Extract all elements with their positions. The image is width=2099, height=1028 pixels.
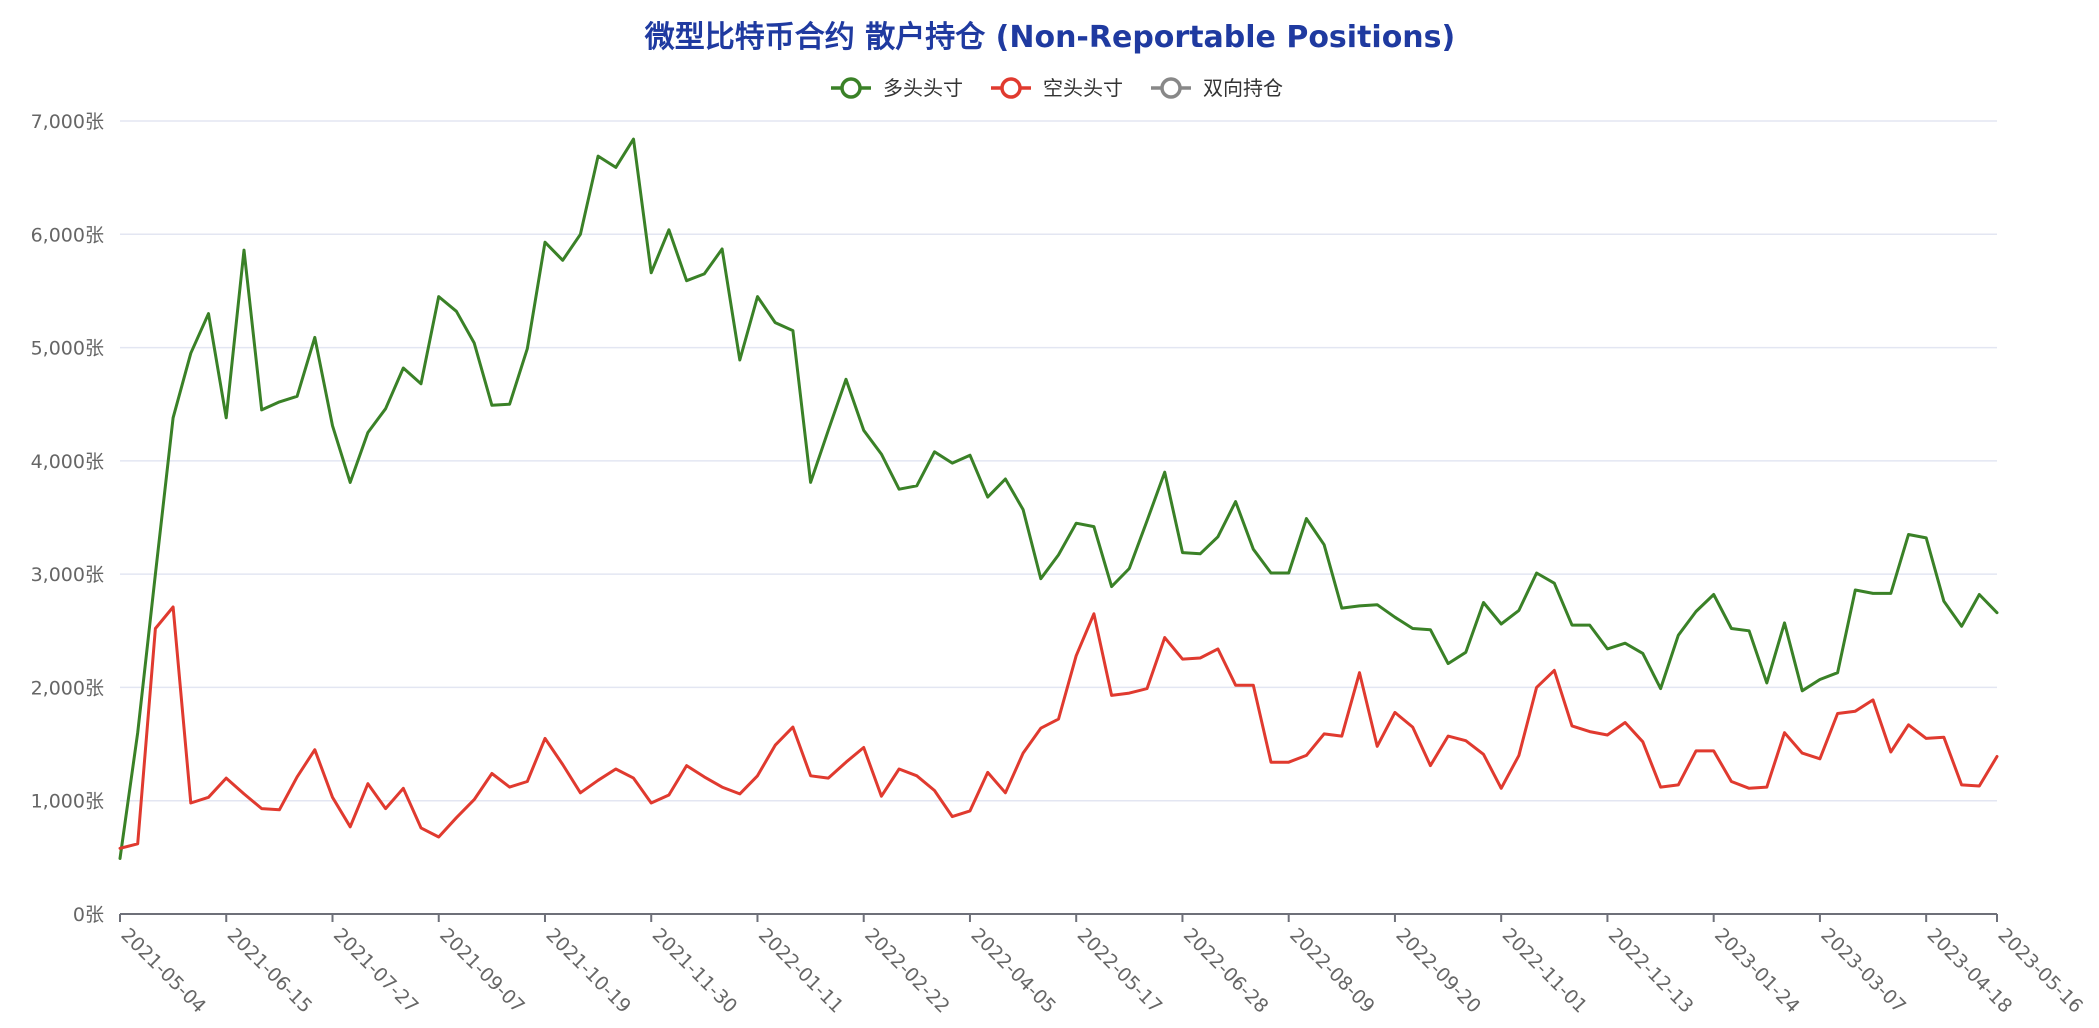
series-line-2: [118, 605, 1999, 850]
x-tick-label: 2021-05-04: [116, 924, 210, 1018]
x-tick-label: 2022-11-01: [1498, 924, 1592, 1018]
legend-label: 空头头寸: [1043, 76, 1123, 100]
grid: [120, 120, 1997, 802]
y-tick-label: 4,000张: [31, 451, 104, 473]
x-tick-label: 2021-10-19: [541, 924, 635, 1018]
x-tick-label: 2022-09-20: [1391, 924, 1485, 1018]
y-axis: 0张 1,000张 2,000张 3,000张 4,000张 5,000张 6,000张 7,…: [31, 111, 104, 926]
legend-circle-icon: [840, 77, 862, 99]
y-tick-label: 7,000张: [31, 111, 104, 133]
x-tick-label: 2022-05-17: [1073, 924, 1167, 1018]
x-axis: 2021-05-04 2021-06-15 2021-07-27 2021-09-07…: [116, 913, 2087, 1018]
y-tick-label: 2,000张: [31, 677, 104, 699]
x-tick-label: 2022-01-11: [754, 924, 848, 1018]
chart-title: 微型比特币合约 散户持仓 (Non-Reportable Positions): [644, 20, 1455, 55]
y-tick-label: 3,000张: [31, 564, 104, 586]
x-tick-label: 2022-12-13: [1604, 924, 1698, 1018]
legend-label: 双向持仓: [1203, 76, 1283, 100]
x-tick-label: 2022-06-28: [1179, 924, 1273, 1018]
x-tick-label: 2021-09-07: [435, 924, 529, 1018]
x-tick-label: 2022-08-09: [1285, 924, 1379, 1018]
x-tick-label: 2021-06-15: [223, 924, 317, 1018]
x-tick-label: 2021-07-27: [329, 924, 423, 1018]
x-tick-label: 2023-01-24: [1710, 924, 1804, 1018]
legend-label: 多头头寸: [883, 76, 963, 100]
x-tick-label: 2023-03-07: [1816, 924, 1910, 1018]
legend-circle-icon: [1000, 77, 1022, 99]
series-lines: [118, 137, 1999, 860]
legend-item-2[interactable]: 空头头寸: [991, 76, 1123, 100]
y-tick-label: 0张: [73, 904, 104, 926]
x-tick-label: 2022-02-22: [860, 924, 954, 1018]
legend-item-1[interactable]: 多头头寸: [831, 76, 963, 100]
y-tick-label: 1,000张: [31, 791, 104, 813]
legend-circle-icon: [1160, 77, 1182, 99]
legend-item-3[interactable]: 双向持仓: [1151, 76, 1283, 100]
series-line-1: [118, 137, 1999, 860]
legend: 多头头寸 空头头寸 双向持仓: [831, 76, 1283, 100]
y-tick-label: 5,000张: [31, 338, 104, 360]
x-tick-label: 2021-11-30: [648, 924, 742, 1018]
x-tick-label: 2022-04-05: [966, 924, 1060, 1018]
y-tick-label: 6,000张: [31, 224, 104, 246]
